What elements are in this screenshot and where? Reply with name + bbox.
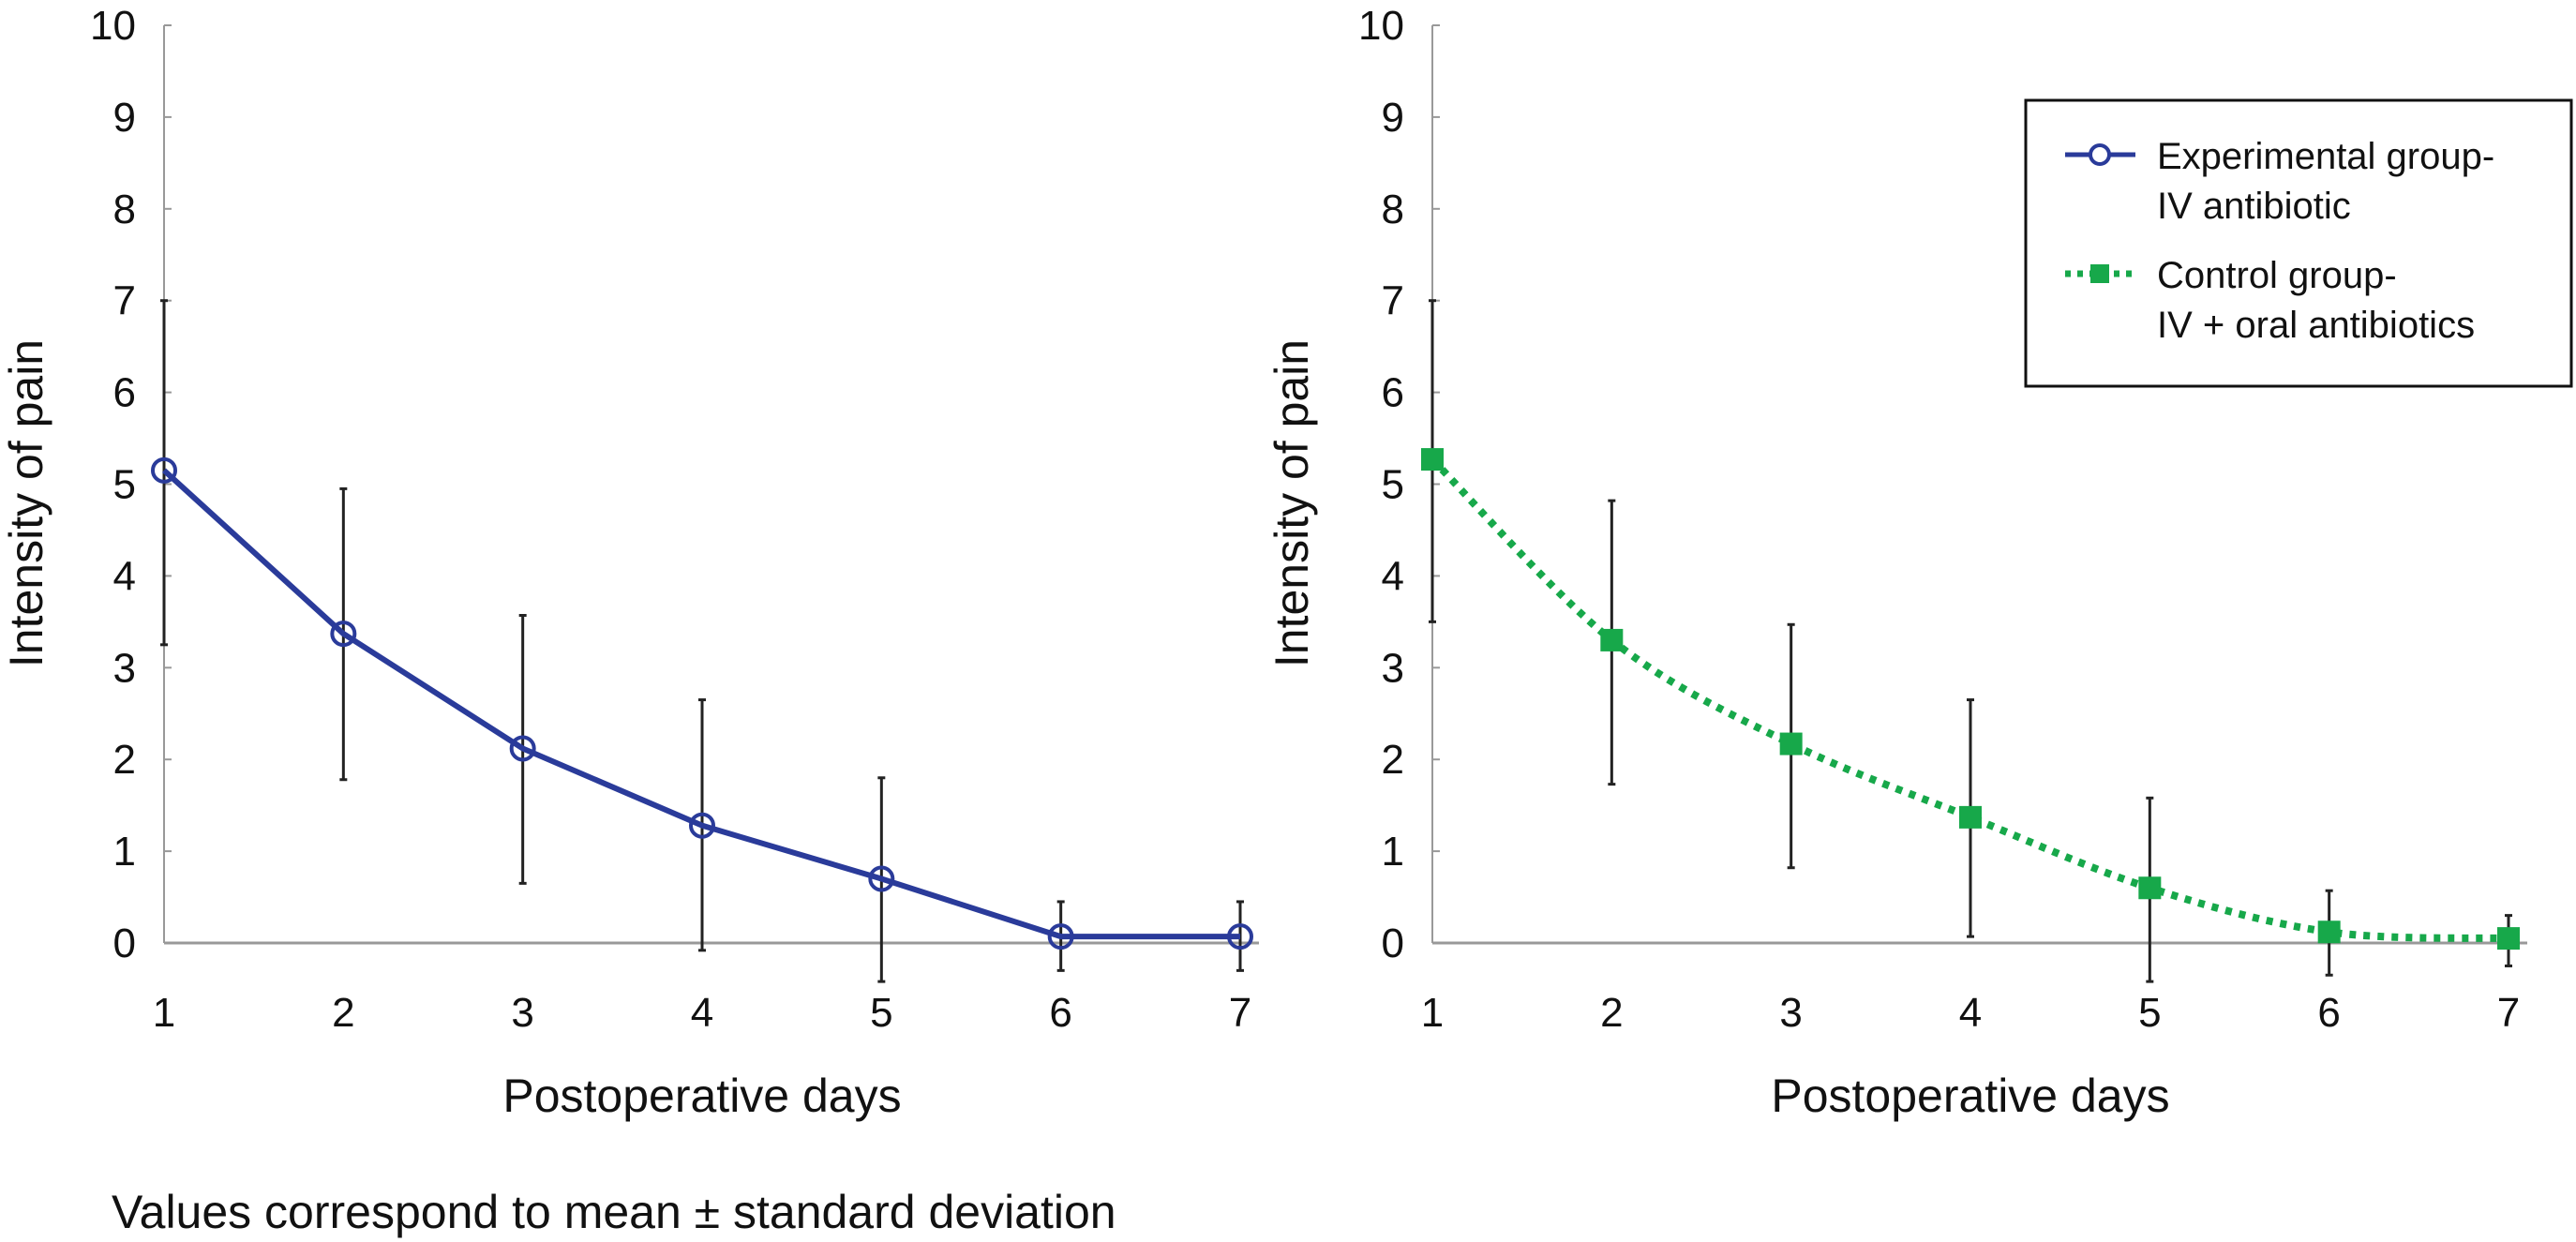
data-point xyxy=(868,865,895,892)
y-tick-label: 10 xyxy=(1358,3,1404,49)
legend-label-line1: Control group- xyxy=(2157,255,2397,296)
y-tick-label: 5 xyxy=(1382,462,1404,508)
y-tick-label: 7 xyxy=(113,278,136,324)
y-tick-label: 1 xyxy=(113,829,136,875)
data-point xyxy=(1047,923,1074,950)
y-tick-label: 10 xyxy=(90,3,136,49)
y-tick-label: 0 xyxy=(113,920,136,966)
y-tick-label: 7 xyxy=(1382,278,1404,324)
x-tick-label: 3 xyxy=(511,990,533,1036)
y-tick-label: 4 xyxy=(1382,553,1404,599)
caption: Values correspond to mean ± standard dev… xyxy=(112,1186,1116,1238)
data-point xyxy=(330,621,357,648)
x-tick-label: 4 xyxy=(1959,990,1982,1036)
y-tick-label: 8 xyxy=(113,187,136,232)
data-point xyxy=(2138,876,2162,900)
x-axis-label: Postoperative days xyxy=(502,1070,901,1122)
y-tick-label: 3 xyxy=(113,645,136,691)
x-tick-label: 2 xyxy=(332,990,354,1036)
x-tick-label: 1 xyxy=(153,990,175,1036)
y-tick-label: 2 xyxy=(113,737,136,783)
legend-entry-experimental: Experimental group- IV antibiotic xyxy=(2065,136,2494,227)
legend: Experimental group- IV antibiotic Contro… xyxy=(2024,98,2573,388)
data-point xyxy=(509,735,536,762)
data-point xyxy=(1779,732,1803,756)
y-tick-label: 0 xyxy=(1382,920,1404,966)
y-tick-label: 1 xyxy=(1382,829,1404,875)
y-tick-label: 8 xyxy=(1382,187,1404,232)
x-tick-label: 5 xyxy=(870,990,892,1036)
x-tick-label: 5 xyxy=(2138,990,2161,1036)
x-tick-label: 7 xyxy=(2497,990,2520,1036)
y-tick-label: 9 xyxy=(1382,95,1404,141)
data-point xyxy=(2497,927,2520,950)
series-line xyxy=(161,468,1240,940)
data-point xyxy=(1959,805,1982,829)
legend-label-line2: IV + oral antibiotics xyxy=(2157,305,2475,346)
x-tick-label: 7 xyxy=(1229,990,1251,1036)
legend-marker-square-icon xyxy=(2090,264,2109,283)
x-tick-label: 6 xyxy=(1049,990,1071,1036)
legend-entry-control: Control group- IV + oral antibiotics xyxy=(2065,255,2475,346)
legend-label-line1: Experimental group- xyxy=(2157,136,2494,177)
data-point xyxy=(151,456,177,484)
x-axis-label: Postoperative days xyxy=(1771,1070,2169,1122)
y-tick-label: 9 xyxy=(113,95,136,141)
legend-marker-circle-icon xyxy=(2089,143,2111,166)
y-tick-label: 5 xyxy=(113,462,136,508)
legend-box xyxy=(2024,98,2573,388)
data-point xyxy=(1421,448,1444,471)
y-tick-label: 2 xyxy=(1382,737,1404,783)
data-point xyxy=(689,812,715,839)
y-tick-label: 4 xyxy=(113,553,136,599)
x-tick-label: 3 xyxy=(1779,990,1802,1036)
data-point xyxy=(2317,920,2341,944)
y-tick-label: 3 xyxy=(1382,645,1404,691)
y-tick-label: 6 xyxy=(1382,370,1404,416)
data-point xyxy=(1227,923,1253,950)
y-axis-label: Intensity of pain xyxy=(0,339,52,667)
legend-label-line2: IV antibiotic xyxy=(2157,186,2351,227)
y-tick-label: 6 xyxy=(113,370,136,416)
y-axis-label: Intensity of pain xyxy=(1266,339,1318,667)
data-point xyxy=(1600,628,1624,651)
x-tick-label: 1 xyxy=(1421,990,1444,1036)
x-tick-label: 6 xyxy=(2317,990,2340,1036)
x-tick-label: 2 xyxy=(1600,990,1623,1036)
x-tick-label: 4 xyxy=(691,990,713,1036)
